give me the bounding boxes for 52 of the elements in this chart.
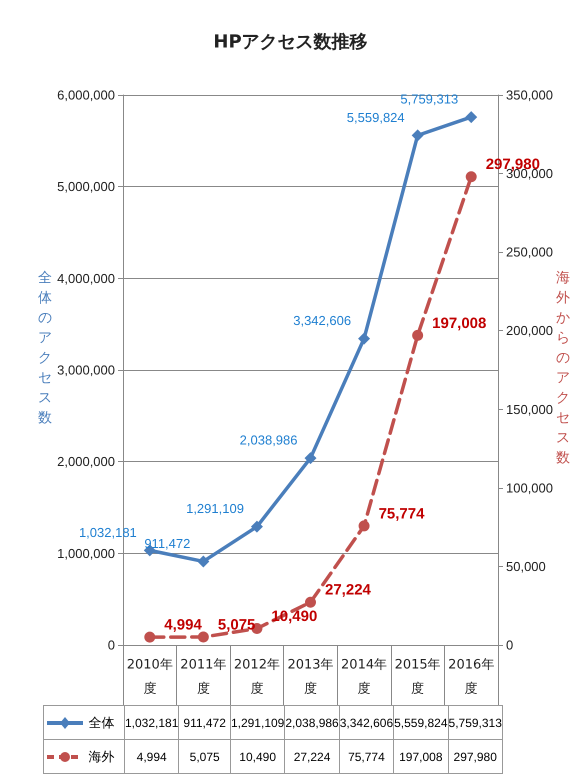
y2-tick-label: 200,000 <box>506 323 553 338</box>
y-tick-label: 1,000,000 <box>57 546 115 561</box>
text: 27,224 <box>325 582 371 599</box>
text: 1,291,109 <box>186 501 244 516</box>
data-label: 911,472 <box>178 706 230 740</box>
data-label: 1,032,181 <box>124 706 179 740</box>
text: 911,472 <box>144 536 190 551</box>
data-label: 27,224 <box>284 740 340 774</box>
y-tick-label: 2,000,000 <box>57 454 115 470</box>
data-label: 1,291,109 <box>230 706 285 740</box>
y-tick-label: 4,000,000 <box>57 270 115 286</box>
y-axis-title: 全体のアクセス数 <box>37 269 53 428</box>
y2-tick-label: 50,000 <box>506 558 546 574</box>
y2-tick-label: 100,000 <box>506 480 553 496</box>
x-tick-label: 2016年度 <box>448 658 494 696</box>
data-label: 5,075 <box>178 740 230 774</box>
text: 75,774 <box>378 505 424 522</box>
x-tick-label: 2011年度 <box>180 658 226 696</box>
data-label: 5,559,824 <box>394 706 448 740</box>
data-label: 75,774 <box>339 740 394 774</box>
x-tick-label: 2012年度 <box>234 658 280 696</box>
x-tick-label: 2010年度 <box>126 658 173 696</box>
text: 4,994 <box>164 616 202 634</box>
legend-label: 全体 <box>44 706 124 740</box>
y2-tick-label: 250,000 <box>506 244 553 260</box>
data-label: 4,994 <box>124 740 179 774</box>
data-label: 297,980 <box>448 740 502 774</box>
y-tick-label: 3,000,000 <box>57 362 115 378</box>
text: 5,759,313 <box>400 92 458 107</box>
y-tick-label: 6,000,000 <box>57 88 115 102</box>
x-tick-label: 2013年度 <box>287 658 334 696</box>
data-label: 10,490 <box>230 740 285 774</box>
text: 5,559,824 <box>346 110 405 125</box>
y2-tick-label: 150,000 <box>506 402 553 417</box>
data-label: 2,038,986 <box>284 706 340 740</box>
x-tick-label: 2015年度 <box>394 658 441 696</box>
y2-tick-label: 0 <box>506 638 514 652</box>
data-label: 5,759,313 <box>448 706 502 740</box>
x-tick-label: 2014年度 <box>341 658 388 696</box>
y2-tick-label: 350,000 <box>506 88 553 102</box>
text: 1,032,181 <box>78 524 137 540</box>
data-label: 197,008 <box>394 740 448 774</box>
chart-title: HPアクセス数推移 <box>213 32 368 52</box>
text: 197,008 <box>432 314 486 332</box>
data-label: 3,342,606 <box>339 706 394 740</box>
text: 2,038,986 <box>240 432 298 448</box>
text: 3,342,606 <box>293 313 352 328</box>
y-tick-label: 0 <box>108 638 115 652</box>
y-tick-label: 5,000,000 <box>57 179 115 194</box>
text: 海外からのアクセス数 <box>556 270 570 466</box>
text: 5,075 <box>218 616 256 634</box>
legend-label: 海外 <box>44 740 124 774</box>
